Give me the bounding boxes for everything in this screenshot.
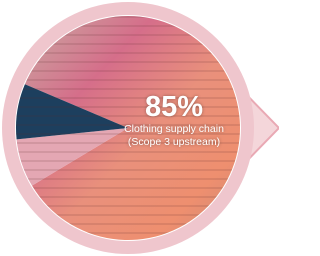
page: 85% Clothing supply chain (Scope 3 upstr… (0, 0, 279, 256)
category-label: Clothing supply chain (Scope 3 upstream) (118, 123, 230, 149)
value-label: 85% (118, 92, 230, 122)
